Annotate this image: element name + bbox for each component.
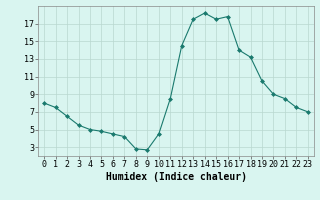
X-axis label: Humidex (Indice chaleur): Humidex (Indice chaleur) (106, 172, 246, 182)
